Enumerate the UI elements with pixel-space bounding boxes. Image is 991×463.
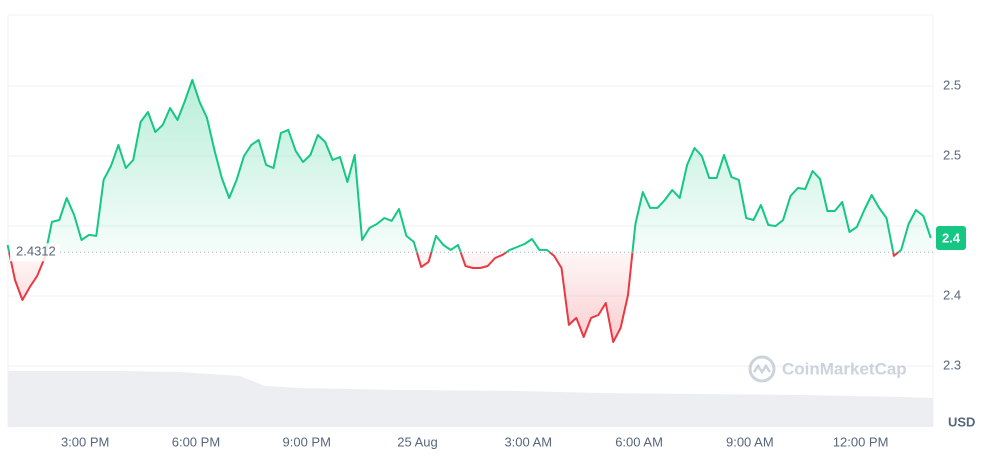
volume-area [8, 371, 933, 427]
y-tick-label: 2.5 [943, 147, 961, 162]
watermark-logo-mark [752, 363, 772, 375]
label-layer: 2.5 2.5 2.4 2.3 3:00 PM 6:00 PM 9:00 PM 25 Aug 3… [10, 77, 966, 449]
y-tick-label: 2.5 [943, 77, 961, 92]
watermark: CoinMarketCap [748, 355, 907, 383]
x-tick-label: 9:00 PM [283, 434, 331, 449]
watermark-text: CoinMarketCap [782, 359, 907, 378]
x-tick-label: 6:00 AM [615, 434, 663, 449]
baseline-label-bg [10, 243, 60, 262]
x-tick-label: 6:00 PM [172, 434, 220, 449]
area-fill [8, 80, 931, 342]
price-badge: 2.4 [942, 230, 961, 245]
price-badge-bg [936, 226, 966, 251]
y-tick-label: 2.3 [943, 357, 961, 372]
series-layer [6, 79, 933, 343]
x-tick-label: 9:00 AM [726, 434, 774, 449]
watermark-logo [748, 355, 776, 383]
baseline-label: 2.4312 [16, 244, 56, 259]
price-line [6, 79, 932, 343]
currency-label: USD [948, 414, 975, 429]
x-tick-label: 3:00 AM [504, 434, 552, 449]
y-tick-label: 2.4 [943, 287, 961, 302]
x-tick-label: 25 Aug [397, 434, 438, 449]
x-tick-label: 12:00 PM [833, 434, 889, 449]
x-tick-label: 3:00 PM [61, 434, 109, 449]
